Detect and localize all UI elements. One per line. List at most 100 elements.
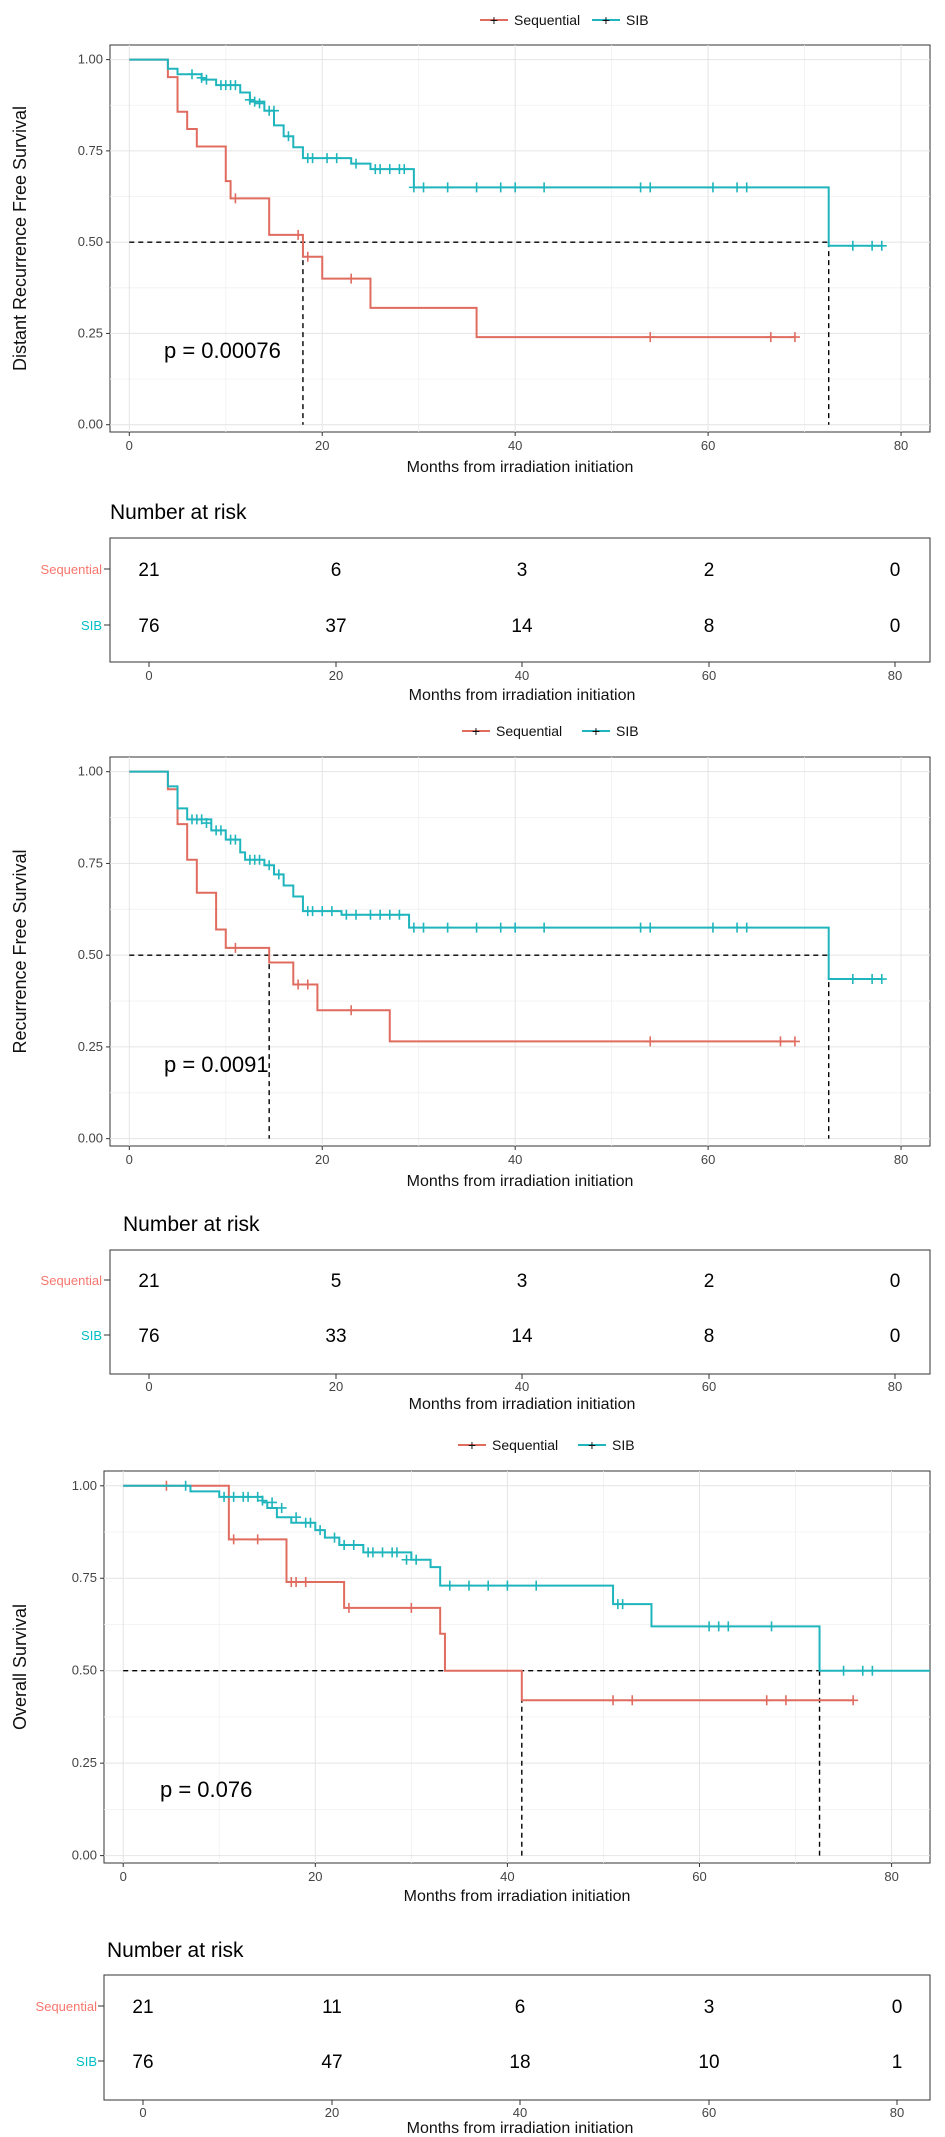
censor-mark-sib (307, 906, 318, 917)
risk-cell: 21 (138, 1271, 159, 1292)
risk-label-sib: SIB (81, 1328, 102, 1343)
censor-mark-sequential (346, 1005, 357, 1016)
legend-seq-marker: + (472, 723, 480, 739)
risk-cell: 76 (138, 616, 159, 637)
x-tick-label: 0 (120, 1869, 127, 1884)
y-tick-label: 0.25 (78, 1039, 103, 1054)
censor-mark-sequential (780, 1695, 791, 1706)
censor-mark-sib (307, 153, 318, 164)
risk-row-sequential: 21 5 3 2 0 (138, 1271, 900, 1292)
risk-x-label: Months from irradiation initiation (409, 687, 636, 704)
censor-mark-sib (471, 182, 482, 193)
censor-mark-sib (276, 1502, 287, 1513)
risk-x-ticks: 0 20 40 60 80 (145, 1374, 902, 1394)
censor-mark-sib (463, 1580, 474, 1591)
censor-mark-sib (180, 1480, 191, 1491)
risk-cell: 1 (892, 2052, 903, 2073)
censor-mark-sib (339, 1539, 350, 1550)
risk-cell: 14 (511, 1326, 533, 1347)
censor-mark-sib (244, 94, 255, 105)
risk-cell: 2 (704, 560, 715, 581)
censor-mark-sequential (761, 1695, 772, 1706)
censor-mark-sequential (406, 1602, 417, 1613)
legend-seq-marker: + (490, 12, 498, 28)
legend-sib-label: SIB (616, 723, 639, 739)
censor-mark-sib (838, 1665, 849, 1676)
censor-mark-sib (495, 182, 506, 193)
risk-cell: 8 (704, 616, 715, 637)
censor-mark-sib (375, 909, 386, 920)
y-tick-label: 0.00 (78, 417, 103, 432)
x-tick-label: 40 (508, 1152, 522, 1167)
censor-mark-sequential (230, 193, 241, 204)
censor-mark-sib (510, 922, 521, 933)
curve-sequential (129, 58, 795, 339)
risk-cell: 0 (890, 1271, 901, 1292)
legend-seq-label: Sequential (514, 12, 580, 28)
censor-mark-sib (230, 80, 241, 91)
legend-seq-marker: + (468, 1437, 476, 1453)
y-tick-label: 0.75 (78, 143, 103, 158)
censor-mark-sib (399, 164, 410, 175)
censor-mark-sequential (775, 1036, 786, 1047)
risk-cell: 18 (509, 2052, 530, 2073)
censor-mark-sib (230, 834, 241, 845)
censor-mark-sib (442, 182, 453, 193)
censor-mark-sib (483, 1580, 494, 1591)
risk-cell: 8 (704, 1326, 715, 1347)
censor-mark-sib (322, 153, 333, 164)
y-tick-label: 0.25 (78, 325, 103, 340)
y-axis-label: Recurrence Free Survival (10, 849, 30, 1053)
x-tick-label: 60 (692, 1869, 706, 1884)
censor-mark-sequential (789, 332, 800, 343)
censor-mark-sib (411, 1554, 422, 1565)
censor-mark-sib (264, 860, 275, 871)
risk-x-ticks: 0 20 40 60 80 (145, 662, 902, 683)
censor-mark-sib (351, 158, 361, 169)
censor-mark-sequential (302, 251, 313, 262)
risk-tick: 0 (145, 668, 152, 683)
p-value: p = 0.0091 (164, 1052, 269, 1077)
plot-frame (109, 44, 931, 433)
censor-mark-sib (187, 69, 197, 80)
censor-mark-sib (741, 182, 752, 193)
y-tick-label: 1.00 (78, 764, 103, 779)
risk-cell: 6 (515, 1997, 526, 2018)
censor-mark-sib (257, 1495, 268, 1506)
censor-mark-sib (471, 922, 482, 933)
survival-plot: 0.00 0.25 0.50 0.75 1.00 0 20 40 60 80 Months from… (10, 756, 931, 1190)
censor-mark-sib (617, 1599, 628, 1610)
censor-mark-sib (418, 922, 429, 933)
risk-cell: 21 (138, 560, 159, 581)
censor-mark-sib (645, 182, 656, 193)
risk-label-sib: SIB (81, 618, 102, 633)
censor-mark-sequential (848, 1695, 859, 1706)
censor-mark-sib (384, 164, 395, 175)
y-tick-label: 0.75 (78, 855, 103, 870)
censor-mark-sequential (789, 1036, 800, 1047)
risk-x-ticks: 0 20 40 60 80 (139, 2100, 904, 2120)
censor-mark-sib (635, 182, 646, 193)
censor-mark-sequential (230, 942, 241, 953)
censor-mark-sib (341, 909, 352, 920)
x-tick-label: 20 (315, 1152, 329, 1167)
censor-mark-sib (305, 1517, 316, 1528)
censor-mark-sib (267, 1497, 278, 1508)
censor-mark-sib (348, 1539, 359, 1550)
risk-cell: 21 (132, 1997, 153, 2018)
censor-mark-sib (857, 1665, 868, 1676)
risk-cell: 2 (704, 1271, 715, 1292)
risk-cell: 0 (890, 616, 901, 637)
censor-mark-sequential (765, 332, 776, 343)
y-axis-label: Distant Recurrence Free Survival (10, 106, 30, 371)
censor-mark-sib (867, 240, 878, 251)
risk-cell: 37 (325, 616, 346, 637)
censor-mark-sequential (252, 1534, 263, 1545)
y-tick-label: 0.00 (72, 1848, 97, 1863)
censor-mark-sib (510, 182, 521, 193)
x-tick-label: 60 (701, 438, 715, 453)
censor-mark-sequential (300, 1576, 311, 1587)
censor-mark-sib (254, 98, 265, 109)
p-value: p = 0.00076 (164, 338, 281, 363)
